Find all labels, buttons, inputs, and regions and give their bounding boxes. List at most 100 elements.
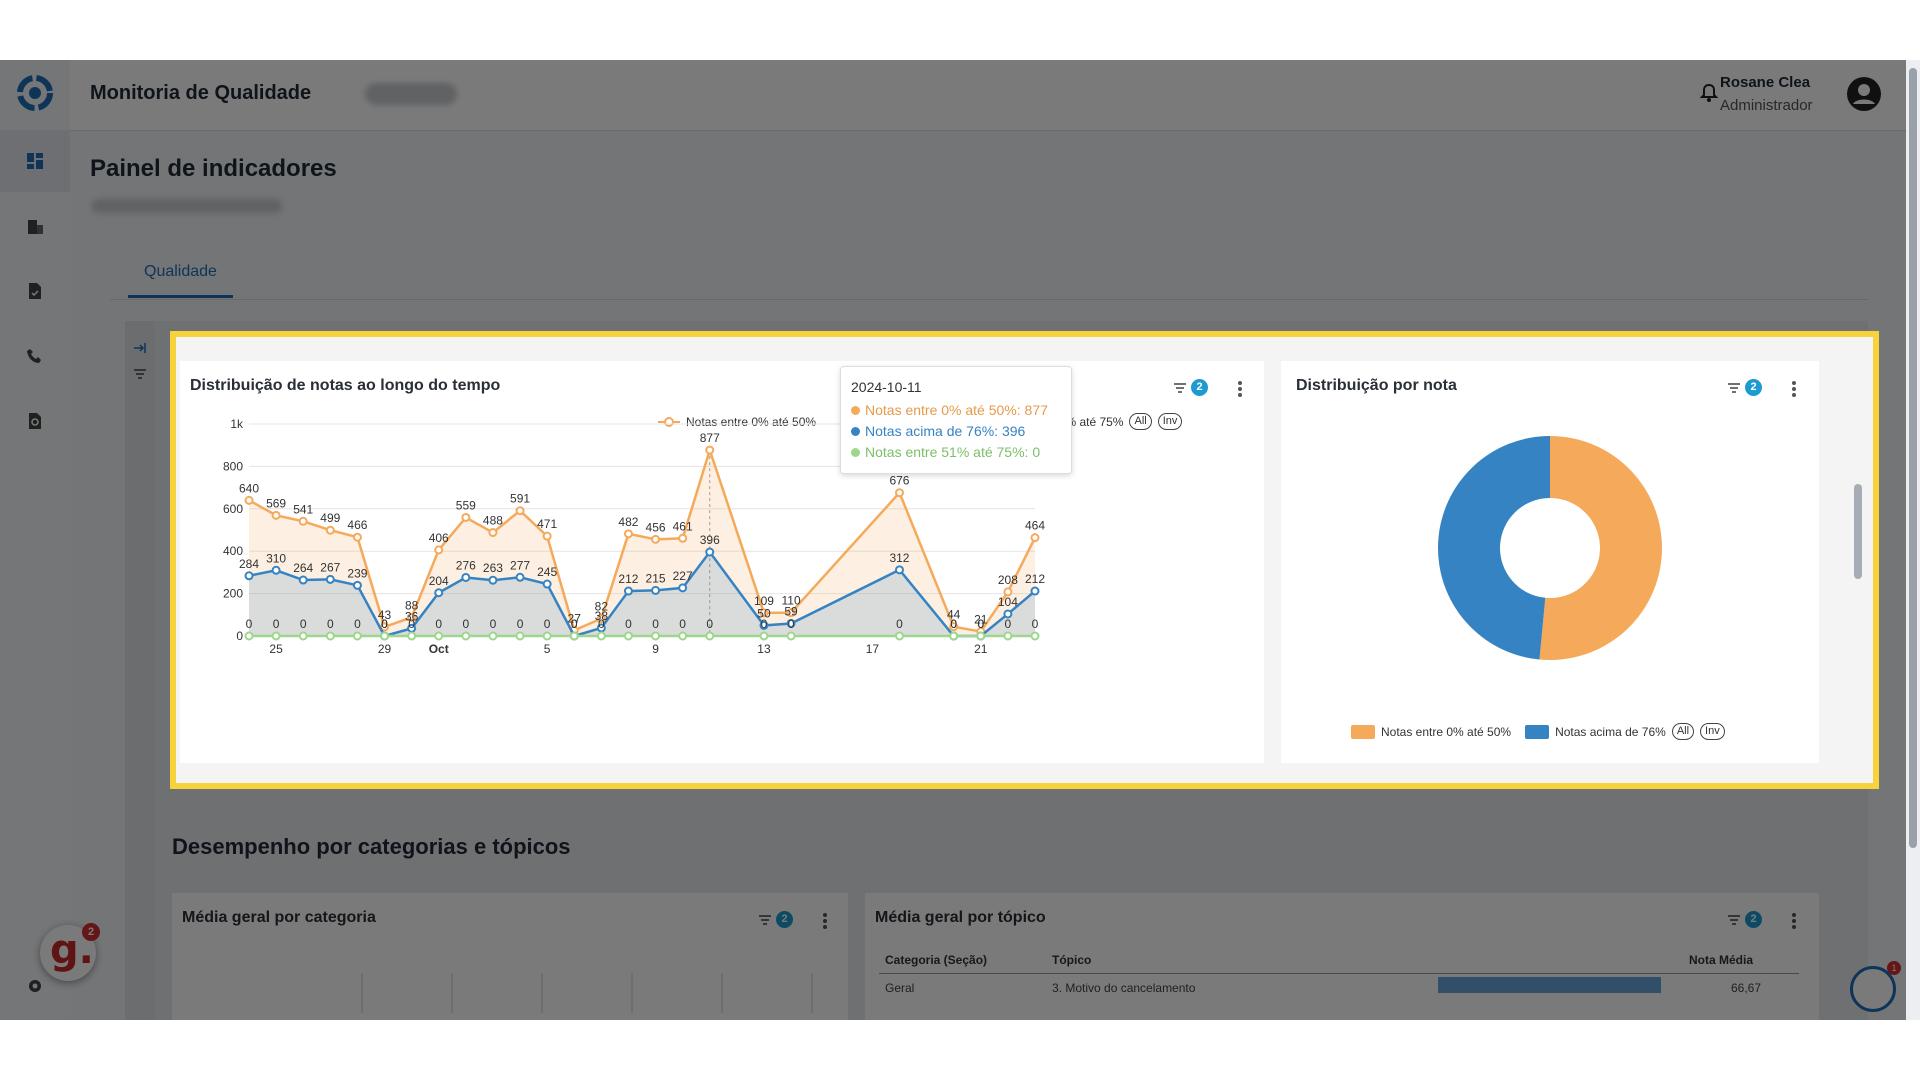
data-point	[1030, 533, 1040, 543]
column-header-category[interactable]: Categoria (Seção)	[885, 953, 988, 967]
legend-all-button[interactable]: All	[1129, 413, 1152, 430]
legend-swatch-orange	[1351, 724, 1375, 739]
more-options-icon[interactable]	[1230, 379, 1250, 399]
legend-invert-button[interactable]: Inv	[1157, 413, 1183, 430]
data-label: 0	[246, 617, 253, 631]
data-point	[434, 631, 444, 641]
data-label: 877	[700, 431, 720, 445]
legend-item-a[interactable]: Notas entre 0% até 50%	[1381, 724, 1512, 739]
filter-icon[interactable]	[133, 367, 147, 381]
line-chart-filter[interactable]: 2	[1173, 379, 1208, 396]
blurred-selector[interactable]	[365, 83, 457, 105]
line-chart-card: Distribuição de notas ao longo do tempo …	[180, 361, 1264, 763]
data-point	[461, 631, 471, 641]
tab-qualidade[interactable]: Qualidade	[128, 263, 233, 298]
inner-scrollbar-thumb[interactable]	[1854, 484, 1862, 579]
data-point	[271, 510, 281, 520]
data-point	[515, 631, 525, 641]
table-row-score: 66,67	[1731, 981, 1762, 995]
data-label: 0	[679, 617, 686, 631]
assistant-fab[interactable]: g. 2	[40, 923, 100, 981]
data-point	[894, 565, 904, 575]
filter-count-badge: 2	[1191, 379, 1208, 396]
data-point	[380, 631, 390, 641]
data-label: 310	[266, 551, 286, 565]
data-point	[596, 623, 606, 633]
data-point	[298, 516, 308, 526]
data-point	[786, 631, 796, 641]
data-point	[352, 631, 362, 641]
donut-chart-filter[interactable]: 2	[1727, 379, 1762, 396]
expand-panel-icon[interactable]	[133, 341, 147, 355]
sidebar-item-dashboard[interactable]	[0, 130, 70, 192]
tooltip-row: Notas entre 0% até 50%: 877	[851, 402, 1048, 418]
tooltip-row-text: Notas entre 51% até 75%: 0	[865, 444, 1041, 460]
data-label: 591	[510, 492, 530, 506]
assistant-badge: 2	[82, 923, 100, 941]
data-label: 82	[595, 600, 609, 614]
data-point	[298, 575, 308, 585]
data-point	[786, 608, 796, 618]
table-row-category: Geral	[885, 981, 915, 995]
data-label: 43	[378, 608, 392, 622]
category-card-filter[interactable]: 2	[758, 911, 793, 928]
sidebar-item-documents[interactable]	[0, 260, 70, 322]
filter-count-badge: 2	[1745, 911, 1762, 928]
column-header-topic[interactable]: Tópico	[1052, 953, 1092, 967]
topic-card-filter[interactable]: 2	[1727, 911, 1762, 928]
data-label: 466	[347, 518, 367, 532]
data-label: 0	[490, 617, 497, 631]
data-label: 38	[595, 609, 609, 623]
more-options-icon[interactable]	[815, 911, 835, 931]
legend-item-b[interactable]: Notas acima de 76%	[1555, 724, 1666, 739]
app-logo-icon[interactable]	[14, 72, 56, 114]
support-fab[interactable]: 1	[1850, 961, 1901, 1012]
data-label: 212	[1025, 572, 1045, 586]
filter-icon	[759, 914, 771, 925]
more-options-icon[interactable]	[1784, 379, 1804, 399]
score-bar	[1438, 977, 1661, 993]
tab-bar: Qualidade	[110, 251, 1868, 300]
account-avatar-icon[interactable]	[1846, 76, 1882, 112]
category-chart-grid	[361, 973, 813, 1013]
topic-card: Média geral por tópico 2 Categoria (Seçã…	[865, 893, 1819, 1020]
legend-series-1[interactable]: Notas entre 0% até 50%	[686, 414, 817, 429]
tooltip-row: Notas acima de 76%: 396	[851, 423, 1025, 439]
support-badge: 1	[1887, 961, 1901, 975]
data-label: 0	[300, 617, 307, 631]
page-scrollbar-thumb[interactable]	[1909, 68, 1917, 848]
sidebar-item-reports[interactable]	[0, 390, 70, 452]
data-label: 464	[1025, 519, 1045, 533]
page-scrollbar[interactable]	[1906, 60, 1920, 1020]
x-tick-label: 21	[974, 642, 988, 656]
tooltip-row: Notas entre 51% até 75%: 0	[851, 444, 1040, 460]
sidebar-item-calls[interactable]	[0, 325, 70, 387]
more-options-icon[interactable]	[1784, 911, 1804, 931]
bell-icon[interactable]	[1698, 82, 1720, 104]
data-label: 461	[673, 519, 693, 533]
donut-chart[interactable]	[1281, 421, 1819, 681]
data-label: 44	[947, 608, 961, 622]
data-label: 109	[754, 594, 774, 608]
data-label: 212	[618, 572, 638, 586]
data-point	[1030, 586, 1040, 596]
series-area	[249, 552, 1035, 636]
line-chart-title: Distribuição de notas ao longo do tempo	[190, 377, 501, 394]
data-point	[542, 531, 552, 541]
sidebar-item-companies[interactable]	[0, 195, 70, 257]
column-header-score[interactable]: Nota Média	[1689, 953, 1754, 967]
data-label: 0	[1032, 617, 1039, 631]
legend-invert-button[interactable]: Inv	[1700, 723, 1725, 740]
data-point	[434, 545, 444, 555]
data-label: 215	[646, 571, 666, 585]
tooltip-row-text: Notas acima de 76%: 396	[865, 423, 1026, 439]
data-label: 36	[405, 609, 419, 623]
data-label: 245	[537, 565, 557, 579]
legend-all-button[interactable]: All	[1671, 723, 1695, 740]
user-role: Administrador	[1720, 97, 1813, 114]
data-label: 276	[456, 558, 476, 572]
data-label: 0	[896, 617, 903, 631]
section-title: Desempenho por categorias e tópicos	[172, 834, 571, 859]
data-label: 277	[510, 558, 530, 572]
